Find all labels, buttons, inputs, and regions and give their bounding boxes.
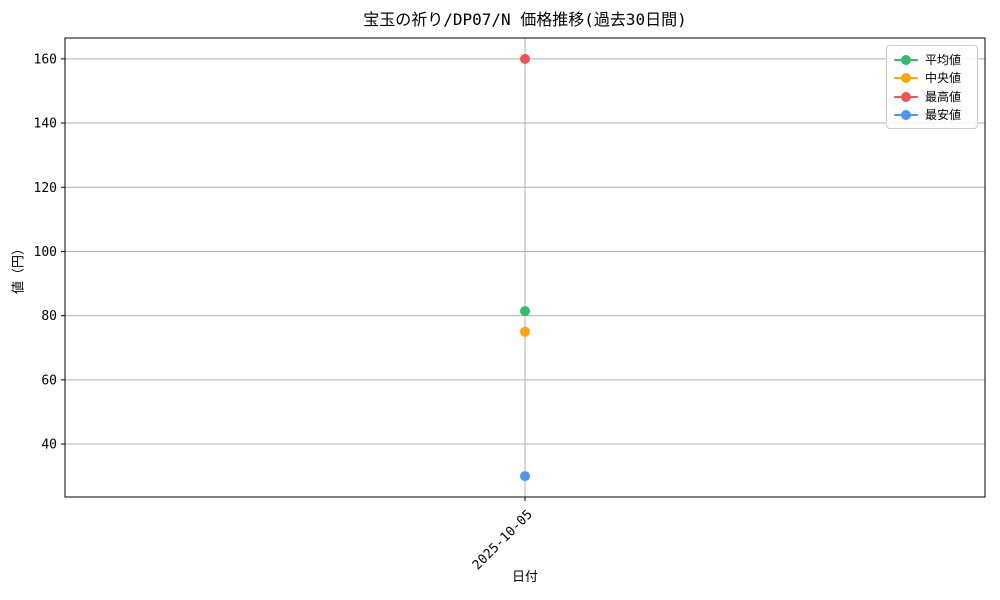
svg-text:40: 40 bbox=[41, 438, 57, 453]
legend-line-dot-icon bbox=[894, 91, 918, 103]
legend-label: 最高値 bbox=[925, 89, 962, 104]
chart-title: 宝玉の祈り/DP07/N 価格推移(過去30日間) bbox=[363, 10, 687, 29]
legend-item-average: 平均値 bbox=[894, 51, 970, 69]
legend-item-median: 中央値 bbox=[894, 69, 970, 87]
svg-text:2025-10-05: 2025-10-05 bbox=[470, 507, 536, 573]
legend-label: 最安値 bbox=[925, 107, 962, 122]
legend-line-dot-icon bbox=[894, 54, 918, 66]
legend: 平均値 中央値 最高値 最安値 bbox=[886, 45, 978, 129]
svg-text:60: 60 bbox=[41, 373, 57, 388]
svg-text:120: 120 bbox=[34, 181, 57, 196]
svg-text:140: 140 bbox=[34, 117, 57, 132]
legend-label: 中央値 bbox=[925, 71, 962, 86]
y-axis-label: 値（円） bbox=[11, 241, 27, 295]
svg-text:160: 160 bbox=[34, 52, 57, 67]
svg-text:100: 100 bbox=[34, 245, 57, 260]
legend-line-dot-icon bbox=[894, 109, 918, 121]
legend-item-max: 最高値 bbox=[894, 88, 970, 106]
legend-item-min: 最安値 bbox=[894, 106, 970, 124]
legend-line-dot-icon bbox=[894, 72, 918, 84]
x-axis-label: 日付 bbox=[511, 570, 538, 585]
legend-label: 平均値 bbox=[925, 53, 962, 68]
svg-text:80: 80 bbox=[41, 309, 57, 324]
